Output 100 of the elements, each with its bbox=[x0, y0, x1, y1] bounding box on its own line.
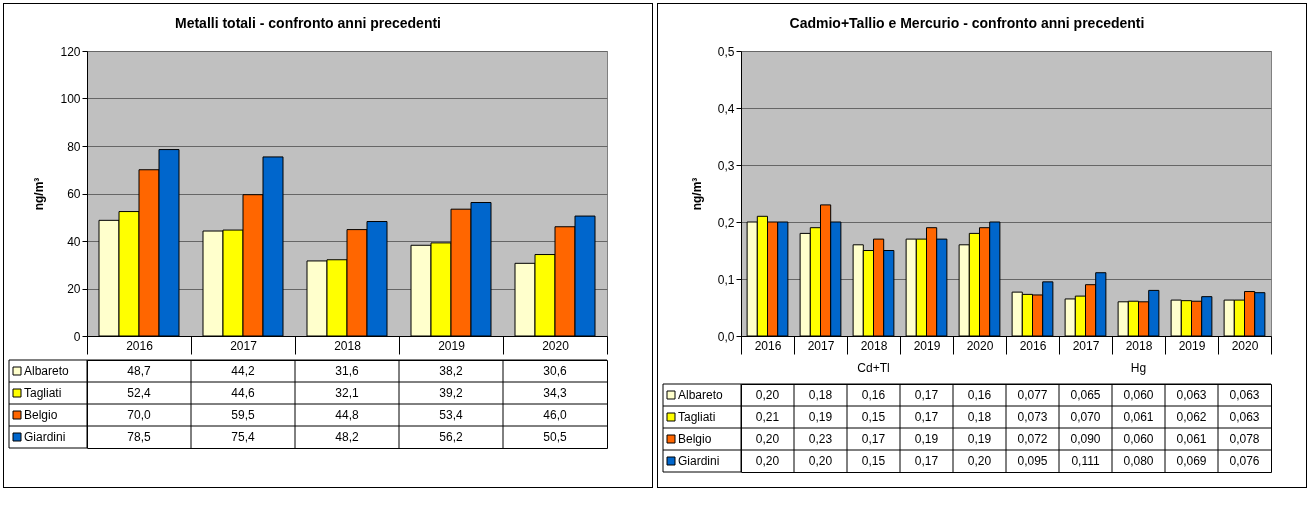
data-label: 48,7 bbox=[127, 364, 151, 378]
data-label: 0,18 bbox=[967, 410, 992, 424]
data-label: 0,111 bbox=[1071, 454, 1100, 468]
data-label: 0,16 bbox=[967, 388, 992, 402]
data-label: 50,5 bbox=[543, 430, 567, 444]
x-tick-label: 2020 bbox=[966, 338, 994, 353]
data-label: 0,19 bbox=[914, 432, 939, 446]
data-label: 75,4 bbox=[231, 430, 255, 444]
data-label: 38,2 bbox=[439, 364, 463, 378]
legend-label: Giardini bbox=[24, 430, 66, 444]
data-label: 0,069 bbox=[1176, 454, 1207, 468]
data-label: 0,073 bbox=[1017, 410, 1048, 424]
data-label: 56,2 bbox=[439, 430, 463, 444]
x-tick-label: 2016 bbox=[126, 338, 154, 353]
data-label: 0,18 bbox=[808, 388, 833, 402]
x-tick-label: 2020 bbox=[542, 338, 570, 353]
data-label: 78,5 bbox=[127, 430, 151, 444]
y-tick-label: 120 bbox=[60, 44, 81, 59]
y-tick-label: 0,5 bbox=[717, 44, 735, 59]
data-label: 0,061 bbox=[1176, 432, 1207, 446]
data-label: 0,063 bbox=[1229, 388, 1260, 402]
x-tick-label: 2017 bbox=[1072, 338, 1100, 353]
data-label: 30,6 bbox=[543, 364, 567, 378]
x-tick-label: 2019 bbox=[438, 338, 466, 353]
x-tick-label: 2017 bbox=[230, 338, 258, 353]
y-tick-label: 0,1 bbox=[717, 272, 735, 287]
y-tick-label: 0,2 bbox=[717, 215, 735, 230]
data-label: 0,21 bbox=[755, 410, 780, 424]
data-label: 70,0 bbox=[127, 408, 151, 422]
legend-label: Albareto bbox=[678, 388, 724, 402]
data-label: 59,5 bbox=[231, 408, 255, 422]
data-label: 0,065 bbox=[1070, 388, 1101, 402]
chart-title: Cadmio+Tallio e Mercurio - confronto anni precedenti bbox=[789, 14, 1145, 31]
y-tick-label: 0 bbox=[73, 329, 81, 344]
data-label: 39,2 bbox=[439, 386, 463, 400]
y-tick-label: 20 bbox=[67, 282, 81, 296]
text: Hg bbox=[1130, 361, 1147, 375]
data-label: 44,6 bbox=[231, 386, 255, 400]
data-label: 52,4 bbox=[127, 386, 151, 400]
data-label: 0,063 bbox=[1229, 410, 1260, 424]
data-label: 0,20 bbox=[755, 432, 780, 446]
data-label: 0,060 bbox=[1123, 432, 1154, 446]
y-tick-label: 0,3 bbox=[717, 158, 735, 173]
y-tick-label: 0,0 bbox=[717, 329, 735, 344]
data-label: 0,20 bbox=[755, 454, 780, 468]
x-tick-label: 2017 bbox=[807, 338, 835, 353]
data-label: 0,062 bbox=[1176, 410, 1207, 424]
text: Cd+Tl bbox=[857, 361, 890, 375]
data-label: 44,2 bbox=[231, 364, 255, 378]
legend-label: Giardini bbox=[678, 454, 720, 468]
y-axis-title: ng/m³ bbox=[689, 177, 704, 211]
data-label: 0,19 bbox=[967, 432, 992, 446]
data-label: 0,061 bbox=[1123, 410, 1154, 424]
data-label: 31,6 bbox=[335, 364, 359, 378]
data-label: 34,3 bbox=[543, 386, 567, 400]
data-label: 0,17 bbox=[914, 454, 939, 468]
data-label: 0,060 bbox=[1123, 388, 1154, 402]
data-label: 0,078 bbox=[1229, 432, 1260, 446]
x-tick-label: 2019 bbox=[1178, 338, 1206, 353]
y-tick-label: 60 bbox=[67, 187, 81, 201]
legend-label: Belgio bbox=[678, 432, 712, 446]
y-tick-label: 80 bbox=[67, 139, 81, 154]
data-label: 0,17 bbox=[914, 388, 939, 402]
legend-label: Tagliati bbox=[24, 386, 62, 400]
x-tick-label: 2016 bbox=[754, 338, 782, 353]
data-label: 0,20 bbox=[967, 454, 992, 468]
x-tick-label: 2016 bbox=[1019, 338, 1047, 353]
x-tick-label: 2018 bbox=[334, 338, 362, 353]
data-label: 0,19 bbox=[808, 410, 833, 424]
data-label: 48,2 bbox=[335, 430, 359, 444]
x-tick-label: 2018 bbox=[860, 338, 888, 353]
legend-label: Tagliati bbox=[678, 410, 716, 424]
y-tick-label: 0,4 bbox=[717, 101, 735, 116]
data-label: 0,17 bbox=[914, 410, 939, 424]
legend-label: Albareto bbox=[24, 364, 70, 378]
data-label: 0,080 bbox=[1123, 454, 1154, 468]
data-label: 0,15 bbox=[861, 454, 886, 468]
data-label: 0,23 bbox=[808, 432, 833, 446]
data-label: 0,17 bbox=[861, 432, 886, 446]
data-label: 0,070 bbox=[1070, 410, 1101, 424]
data-label: 0,090 bbox=[1070, 432, 1101, 446]
data-label: 0,15 bbox=[861, 410, 886, 424]
x-tick-label: 2018 bbox=[1125, 338, 1153, 353]
data-label: 44,8 bbox=[335, 408, 359, 422]
data-label: 46,0 bbox=[543, 408, 567, 422]
data-label: 0,20 bbox=[755, 388, 780, 402]
data-label: 0,076 bbox=[1229, 454, 1260, 468]
legend-label: Belgio bbox=[24, 408, 58, 422]
chart-title: Metalli totali - confronto anni precedenti bbox=[174, 14, 442, 31]
data-label: 53,4 bbox=[439, 408, 463, 422]
x-tick-label: 2020 bbox=[1231, 338, 1259, 353]
y-tick-label: 40 bbox=[67, 234, 81, 249]
y-tick-label: 100 bbox=[60, 92, 81, 106]
y-axis-title: ng/m³ bbox=[32, 177, 47, 211]
x-tick-label: 2019 bbox=[913, 338, 941, 353]
data-label: 0,072 bbox=[1017, 432, 1048, 446]
data-label: 0,063 bbox=[1176, 388, 1207, 402]
data-label: 0,20 bbox=[808, 454, 833, 468]
data-label: 0,077 bbox=[1017, 388, 1048, 402]
data-label: 0,095 bbox=[1017, 454, 1048, 468]
